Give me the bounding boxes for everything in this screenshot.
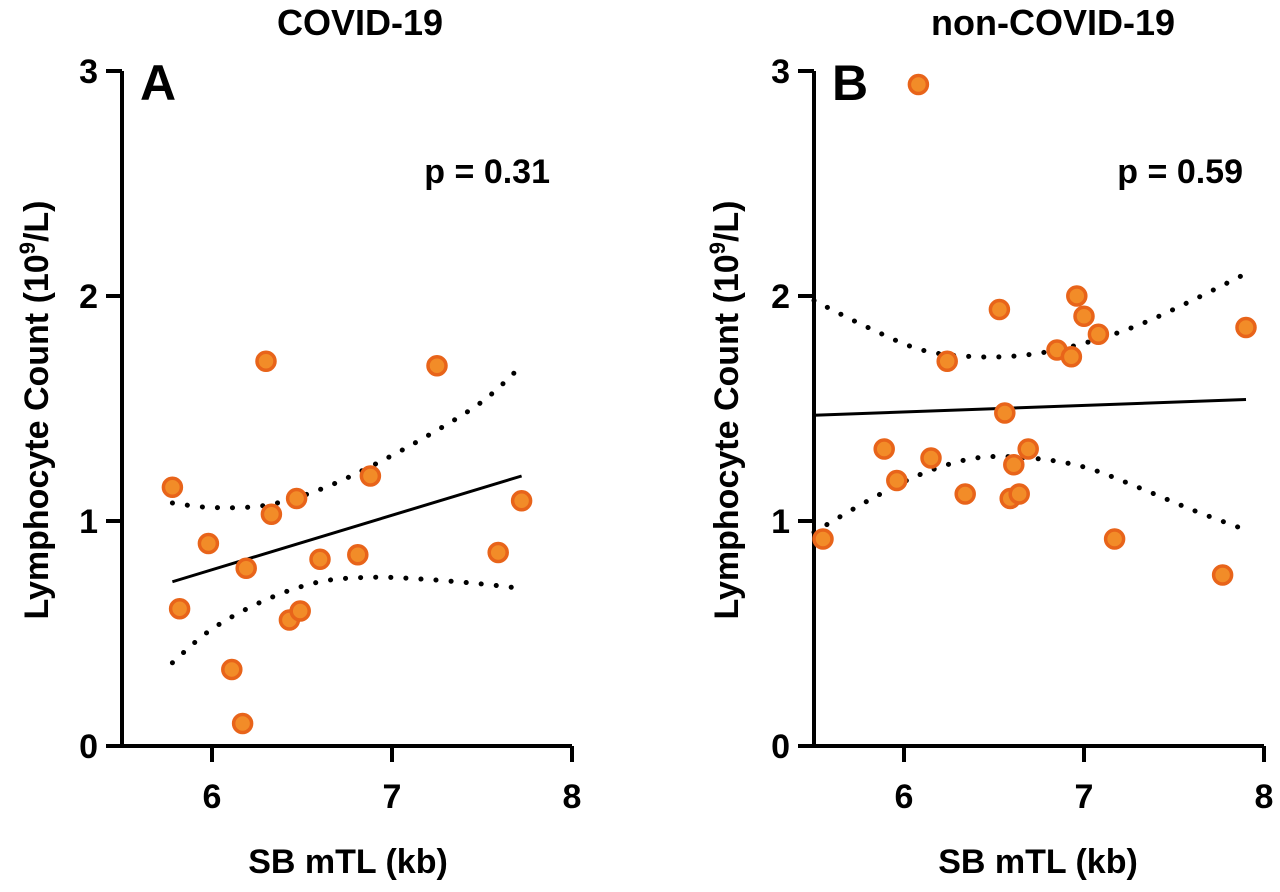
panel-b-data-point [920,447,942,469]
panel-a-data-point [289,600,311,622]
panel-b-data-point [1235,316,1257,339]
panel-a-y-axis-label: Lymphocyte Count (109/L) [15,200,56,619]
panel-b-data-point [988,298,1011,321]
panel-b-p-value: p = 0.59 [1117,153,1243,191]
panel-b-regression-line [813,398,1247,417]
panel-b-confidence-bands [811,271,1249,535]
panel-b-data-point [1003,454,1025,476]
panel-b-data-point [1103,528,1126,550]
panel-a-fit-line [171,474,523,584]
panel-b-data-point [886,469,908,492]
panel-a-data-point [255,350,277,372]
panel-a-data-point [359,465,382,487]
panel-b-x-axis-label: SB mTL (kb) [938,843,1138,881]
panel-a-x-tick-label: 7 [383,778,402,816]
panel-b-y-tick-label: 0 [771,728,790,766]
panel-b-data-point [812,528,834,550]
panel-a-confidence-bands [169,363,525,666]
panel-b-data-point [994,402,1016,424]
panel-a-letter: A [140,55,176,111]
panel-b-ci-lower [811,453,1249,535]
panel-b: non-COVID-19 B p = 0.59 SB mTL (kb) Lymp… [705,2,1273,881]
panel-b-x-tick-label: 6 [895,778,914,816]
panel-a-x-axis-label: SB mTL (kb) [248,843,448,881]
panel-b-data-point [1060,346,1083,368]
panel-a-data-point [510,490,533,512]
panel-a-ci-upper [169,363,525,511]
panel-a-points [161,350,533,735]
panel-a-data-point [168,598,191,620]
panel-a-axes: 0 1 2 3 6 7 8 [79,53,581,816]
panel-a-data-point [487,541,509,564]
panel-a-data-point [231,712,254,735]
panel-b-y-tick-label: 1 [771,503,790,541]
panel-a-data-point [161,476,184,498]
panel-a-y-tick-label: 3 [79,53,98,91]
panel-a-data-point [221,658,243,681]
panel-a-x-tick-label: 6 [203,778,222,816]
panel-b-data-point [1008,483,1030,505]
panel-a-data-point [285,487,308,510]
panel-a-p-value: p = 0.31 [424,153,550,191]
panel-b-data-point [1087,323,1110,345]
panel-a-data-point [235,557,257,579]
panel-a-data-point [347,544,369,566]
panel-b-ci-upper [811,271,1249,360]
panel-b-letter: B [832,55,868,111]
panel-b-data-point [1066,285,1088,307]
panel-b-title: non-COVID-19 [931,2,1175,43]
panel-b-data-point [1211,564,1234,586]
panel-a-ci-lower [169,574,525,666]
panel-a-data-point [426,355,448,377]
panel-b-y-tick-label: 2 [771,278,790,316]
panel-b-data-point [1017,438,1039,460]
panel-b-y-tick-label: 3 [771,53,790,91]
panel-b-points [812,73,1257,586]
panel-b-x-tick-label: 8 [1255,778,1274,816]
panel-b-axes: 0 1 2 3 6 7 8 [771,53,1273,816]
panel-a-title: COVID-19 [277,2,443,43]
panel-a-y-tick-label: 0 [79,728,98,766]
panel-b-data-point [936,350,958,372]
panel-b-y-axis-label: Lymphocyte Count (109/L) [705,200,746,619]
panel-b-data-point [873,438,895,460]
panel-a-y-tick-label: 1 [79,503,98,541]
panel-b-data-point [1073,305,1095,327]
panel-a-y-tick-label: 2 [79,278,98,316]
panel-b-x-tick-label: 7 [1075,778,1094,816]
panel-a: COVID-19 A p = 0.31 SB mTL (kb) Lymphocy… [15,2,581,881]
panel-a-x-tick-label: 8 [563,778,582,816]
panel-a-data-point [309,548,331,570]
panel-a-data-point [260,503,283,525]
panel-a-data-point [197,532,220,555]
panel-b-data-point [954,483,976,505]
panel-b-fit-line [813,398,1247,417]
panel-a-regression-line [171,474,523,584]
panel-b-data-point [907,73,930,96]
